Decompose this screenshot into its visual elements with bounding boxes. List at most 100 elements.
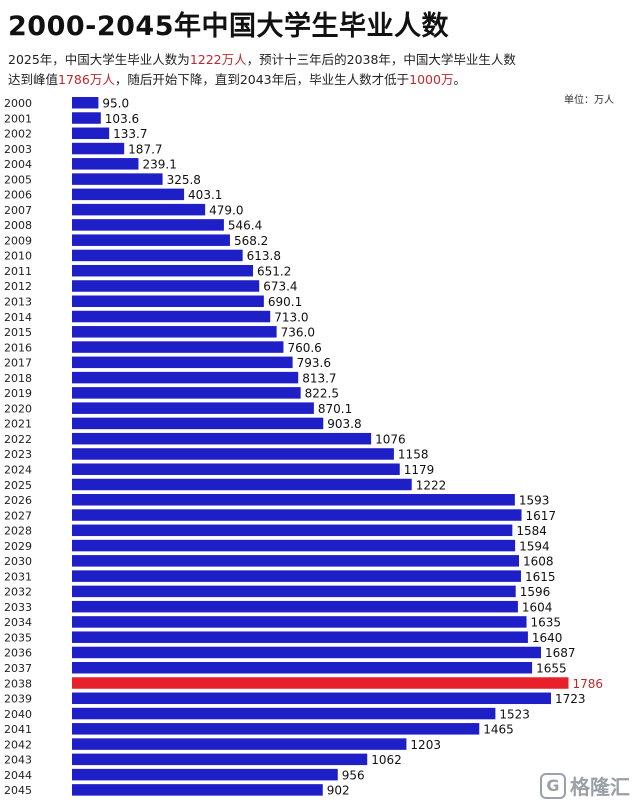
y-tick-label: 2020 xyxy=(4,402,32,415)
bar xyxy=(72,616,527,628)
y-tick-label: 2044 xyxy=(4,769,32,782)
y-tick-label: 2043 xyxy=(4,754,32,767)
data-label: 902 xyxy=(327,784,350,798)
y-tick-label: 2015 xyxy=(4,326,32,339)
data-label: 1222 xyxy=(416,478,447,492)
y-tick-label: 2037 xyxy=(4,662,32,675)
data-label: 1723 xyxy=(555,692,586,706)
data-label: 903.8 xyxy=(327,417,361,431)
bar xyxy=(72,646,541,659)
bar xyxy=(72,707,496,720)
bar xyxy=(72,494,515,506)
y-tick-label: 2004 xyxy=(4,158,32,171)
y-tick-label: 2017 xyxy=(4,357,32,370)
y-tick-label: 2038 xyxy=(4,677,32,690)
y-tick-label: 2034 xyxy=(4,616,32,629)
data-label: 813.7 xyxy=(302,371,336,385)
data-label: 95.0 xyxy=(102,97,129,111)
y-tick-label: 2022 xyxy=(4,433,32,446)
bar xyxy=(72,310,271,323)
bar xyxy=(72,203,206,216)
y-tick-label: 2025 xyxy=(4,479,32,492)
watermark-text: 格隆汇 xyxy=(570,775,630,799)
y-tick-label: 2002 xyxy=(4,128,32,141)
y-tick-label: 2018 xyxy=(4,372,32,385)
data-label: 1062 xyxy=(371,753,402,767)
y-tick-label: 2031 xyxy=(4,570,32,583)
data-label: 1655 xyxy=(536,661,567,675)
data-label: 713.0 xyxy=(274,310,308,324)
y-tick-label: 2014 xyxy=(4,311,32,324)
bar xyxy=(72,768,338,781)
data-label: 1604 xyxy=(522,600,553,614)
data-label: 613.8 xyxy=(247,249,281,263)
data-label: 1608 xyxy=(523,555,554,569)
bar xyxy=(72,97,99,109)
data-label: 1596 xyxy=(520,585,551,599)
y-tick-label: 2030 xyxy=(4,555,32,568)
bar xyxy=(72,478,412,491)
bar xyxy=(72,585,516,598)
bar xyxy=(72,173,163,185)
data-label: 1523 xyxy=(499,707,530,721)
y-tick-label: 2010 xyxy=(4,250,32,263)
data-label: 239.1 xyxy=(142,158,176,172)
data-label: 1584 xyxy=(516,524,547,538)
bar xyxy=(72,738,407,750)
watermark-logo-icon: G xyxy=(540,772,566,799)
bar xyxy=(72,784,323,796)
data-label: 760.6 xyxy=(287,341,321,355)
y-tick-label: 2021 xyxy=(4,418,32,431)
bar xyxy=(72,524,513,537)
bar xyxy=(72,387,301,399)
data-label: 325.8 xyxy=(167,173,201,187)
data-label: 479.0 xyxy=(209,203,243,217)
data-label: 1617 xyxy=(526,509,557,523)
watermark: G 格隆汇 xyxy=(540,771,630,800)
bar xyxy=(72,417,324,430)
bar xyxy=(72,509,522,521)
subtitle-highlight-2025: 1222万人 xyxy=(189,52,247,67)
bar xyxy=(72,158,139,170)
bar xyxy=(72,356,293,369)
bar xyxy=(72,326,277,338)
subtitle-text: 。 xyxy=(453,72,466,87)
y-tick-label: 2019 xyxy=(4,387,32,400)
bar xyxy=(72,188,185,201)
data-label: 1786 xyxy=(573,677,604,691)
y-tick-label: 2000 xyxy=(4,97,32,110)
chart-subtitle: 2025年，中国大学生毕业人数为1222万人，预计十三年后的2038年，中国大学… xyxy=(8,50,628,90)
bar xyxy=(72,280,260,292)
data-label: 690.1 xyxy=(268,295,302,309)
bar xyxy=(72,692,551,705)
y-tick-label: 2013 xyxy=(4,296,32,309)
subtitle-text: 达到峰值 xyxy=(8,72,59,87)
bar xyxy=(72,341,284,353)
y-tick-label: 2023 xyxy=(4,448,32,461)
bar xyxy=(72,371,299,384)
bar xyxy=(72,295,264,308)
y-tick-label: 2011 xyxy=(4,265,32,278)
bar xyxy=(72,723,480,735)
subtitle-text: ，随后开始下降，直到2043年后，毕业生人数才低于 xyxy=(114,72,410,87)
y-tick-label: 2029 xyxy=(4,540,32,553)
subtitle-text: 2025年，中国大学生毕业人数为 xyxy=(8,52,190,67)
y-tick-label: 2006 xyxy=(4,189,32,202)
bar xyxy=(72,600,518,613)
data-label: 1179 xyxy=(404,463,435,477)
data-label: 956 xyxy=(342,768,365,782)
subtitle-text: ，预计十三年后的2038年，中国大学毕业生人数 xyxy=(246,52,516,67)
data-label: 822.5 xyxy=(305,387,339,401)
data-label: 793.6 xyxy=(297,356,331,370)
data-label: 651.2 xyxy=(257,264,291,278)
data-label: 1687 xyxy=(545,646,576,660)
bar-highlight xyxy=(72,677,569,689)
data-label: 403.1 xyxy=(188,188,222,202)
data-label: 568.2 xyxy=(234,234,268,248)
y-tick-label: 2041 xyxy=(4,723,32,736)
data-label: 1465 xyxy=(483,723,514,737)
bar xyxy=(72,112,101,124)
y-tick-label: 2024 xyxy=(4,463,32,476)
bar xyxy=(72,661,533,674)
